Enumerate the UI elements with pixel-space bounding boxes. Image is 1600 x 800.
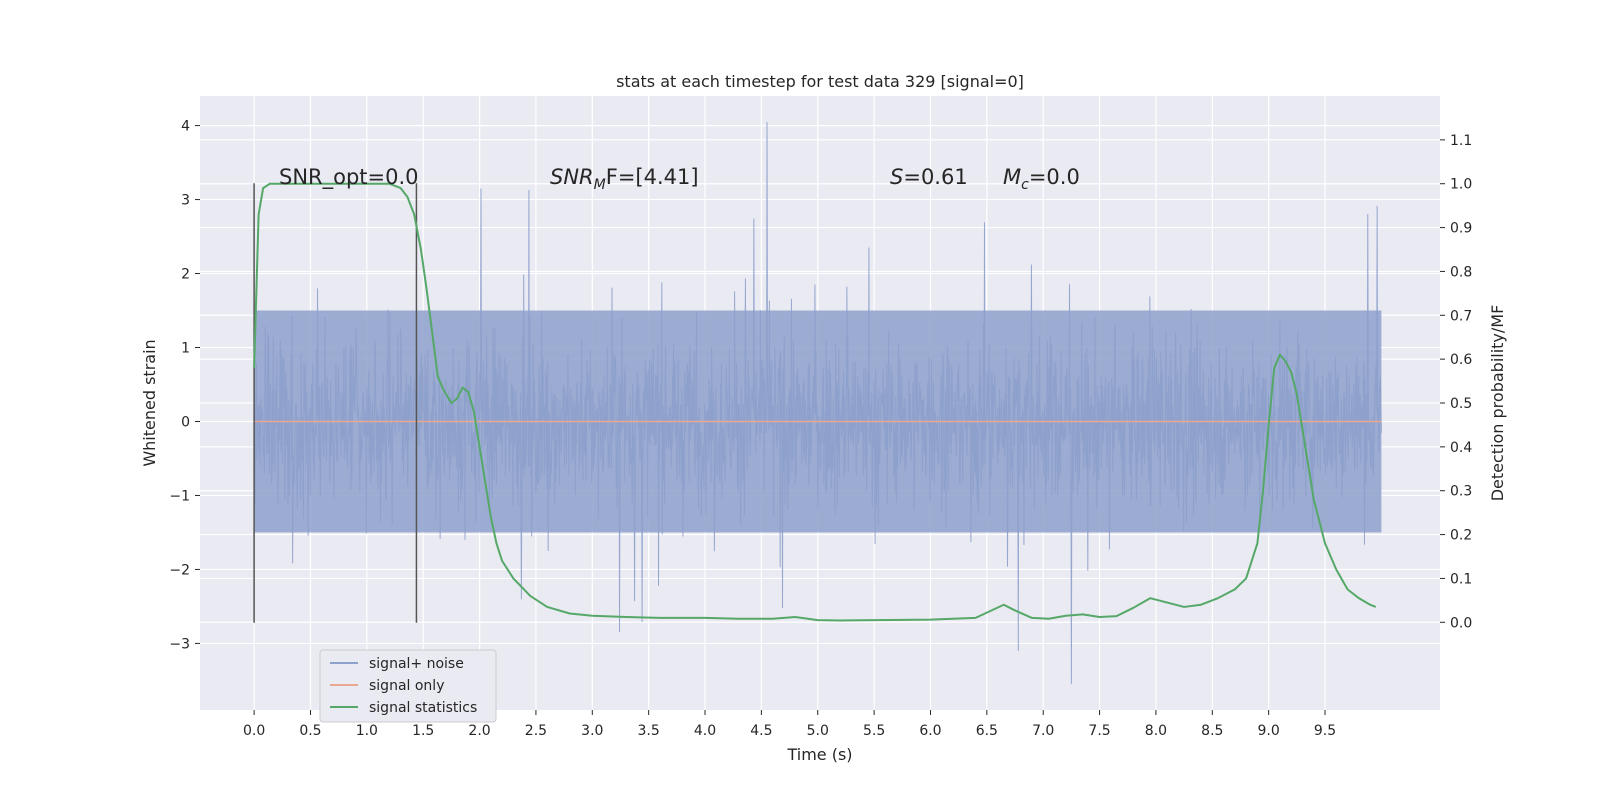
y-tick-label-right: 1.0 xyxy=(1450,177,1472,193)
x-tick-label: 5.0 xyxy=(807,723,829,739)
y-tick-label-right: 1.1 xyxy=(1450,133,1472,149)
annotation-mc-var: M xyxy=(1003,165,1021,189)
annotation-mc-value: =0.0 xyxy=(1029,165,1080,189)
x-tick-label: 5.5 xyxy=(863,723,885,739)
x-tick-label: 3.0 xyxy=(581,723,603,739)
y-tick-label-left: 4 xyxy=(181,119,190,135)
chart-title: stats at each timestep for test data 329… xyxy=(616,72,1024,91)
signal-statistics-line xyxy=(253,182,1377,622)
y-tick-label-right: 0.7 xyxy=(1450,308,1472,324)
legend-label-signal-noise: signal+ noise xyxy=(369,656,464,672)
y-tick-label-right: 0.2 xyxy=(1450,528,1472,544)
y-axis-label-left: Whitened strain xyxy=(140,339,159,466)
y-tick-label-left: −3 xyxy=(169,636,190,652)
y-tick-label-left: 1 xyxy=(181,341,190,357)
legend-box xyxy=(319,649,497,723)
legend-label-signal-only: signal only xyxy=(369,678,444,694)
y-tick-label-left: −1 xyxy=(169,488,190,504)
x-tick-label: 7.0 xyxy=(1032,723,1054,739)
y-tick-label-right: 0.3 xyxy=(1450,484,1472,500)
y-tick-label-left: 3 xyxy=(181,193,190,209)
y-tick-label-right: 0.9 xyxy=(1450,221,1472,237)
annotation-snr-mf: SNRMF=[4.41] xyxy=(550,165,699,193)
legend: signal+ noise signal only signal statist… xyxy=(319,649,497,723)
x-tick-label: 2.5 xyxy=(525,723,547,739)
x-tick-label: 4.0 xyxy=(694,723,716,739)
annotation-snr-opt: SNR_opt=0.0 xyxy=(279,165,419,190)
series-signal-statistics xyxy=(253,182,1377,622)
annotation-mc: Mc=0.0 xyxy=(1003,165,1080,193)
x-tick-label: 4.5 xyxy=(750,723,772,739)
x-tick-label: 6.0 xyxy=(919,723,941,739)
x-tick-label: 1.0 xyxy=(356,723,378,739)
y-tick-label-right: 0.4 xyxy=(1450,440,1472,456)
x-tick-label: 9.5 xyxy=(1314,723,1336,739)
tick-marks xyxy=(195,125,1445,715)
annotation-s-var: S xyxy=(890,165,903,189)
x-tick-label: 8.0 xyxy=(1145,723,1167,739)
y-tick-label-right: 0.8 xyxy=(1450,264,1472,280)
y-tick-label-right: 0.5 xyxy=(1450,396,1472,412)
annotation-snr-mf-prefix: SNR xyxy=(550,165,594,189)
y-tick-label-left: −2 xyxy=(169,562,190,578)
x-tick-label: 1.5 xyxy=(412,723,434,739)
vertical-markers xyxy=(253,183,418,623)
legend-label-signal-statistics: signal statistics xyxy=(369,700,477,716)
x-tick-label: 6.5 xyxy=(976,723,998,739)
x-tick-label: 8.5 xyxy=(1201,723,1223,739)
x-tick-label: 7.5 xyxy=(1088,723,1110,739)
y-axis-label-right: Detection probability/MF xyxy=(1488,305,1507,502)
annotation-snr-mf-sub: M xyxy=(594,177,606,193)
y-tick-label-right: 0.1 xyxy=(1450,571,1472,587)
x-tick-label: 9.0 xyxy=(1258,723,1280,739)
y-tick-label-left: 2 xyxy=(181,267,190,283)
signal-noise-line xyxy=(253,121,1382,685)
y-tick-label-right: 0.0 xyxy=(1450,615,1472,631)
y-tick-label-right: 0.6 xyxy=(1450,352,1472,368)
x-axis-label: Time (s) xyxy=(786,745,852,764)
y-tick-label-left: 0 xyxy=(181,414,190,430)
x-tick-label: 0.0 xyxy=(243,723,265,739)
x-tick-label: 3.5 xyxy=(638,723,660,739)
annotation-snr-mf-suffix: F=[4.41] xyxy=(606,165,699,189)
annotation-s: S=0.61 xyxy=(890,165,968,189)
x-tick-label: 0.5 xyxy=(299,723,321,739)
x-tick-label: 2.0 xyxy=(468,723,490,739)
annotation-mc-sub: c xyxy=(1021,177,1029,193)
annotation-s-value: =0.61 xyxy=(903,165,967,189)
